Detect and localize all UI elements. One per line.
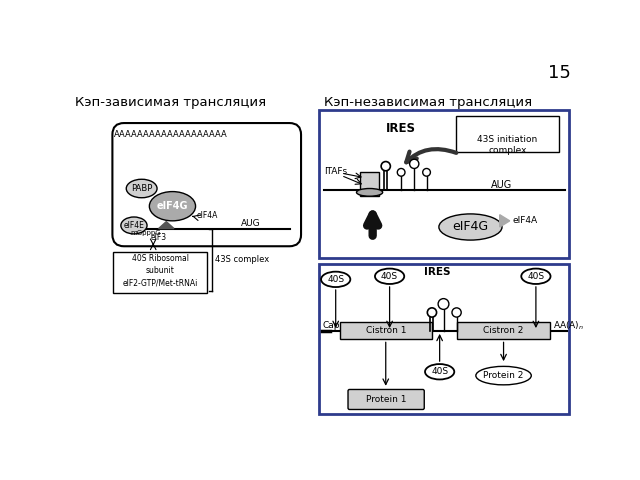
Text: Кэп-зависимая трансляция: Кэп-зависимая трансляция bbox=[75, 96, 266, 109]
Text: 40S: 40S bbox=[327, 275, 344, 284]
Text: AA(A)$_n$: AA(A)$_n$ bbox=[553, 319, 584, 332]
Ellipse shape bbox=[126, 179, 157, 198]
Bar bbox=[319, 264, 569, 414]
Circle shape bbox=[397, 168, 405, 176]
FancyBboxPatch shape bbox=[456, 116, 559, 152]
Text: Cistron 2: Cistron 2 bbox=[483, 326, 524, 336]
Text: 40S: 40S bbox=[381, 272, 398, 281]
Bar bbox=[458, 322, 550, 339]
Text: eIF4A: eIF4A bbox=[196, 211, 218, 220]
Text: 43S initiation
complex: 43S initiation complex bbox=[477, 134, 538, 156]
Text: eIF4A: eIF4A bbox=[513, 216, 538, 225]
Ellipse shape bbox=[439, 214, 502, 240]
Circle shape bbox=[381, 162, 390, 171]
FancyBboxPatch shape bbox=[113, 252, 207, 293]
Text: eIF4G: eIF4G bbox=[157, 201, 188, 211]
Circle shape bbox=[422, 168, 431, 176]
FancyBboxPatch shape bbox=[113, 123, 301, 246]
Text: AAAAAAAAAAAAAAAAAAA: AAAAAAAAAAAAAAAAAAA bbox=[114, 130, 228, 139]
Bar bbox=[340, 322, 432, 339]
Ellipse shape bbox=[521, 269, 550, 284]
Text: PABP: PABP bbox=[131, 184, 152, 193]
Text: Protein 1: Protein 1 bbox=[365, 395, 406, 404]
Ellipse shape bbox=[476, 366, 531, 385]
Text: eIF3: eIF3 bbox=[150, 233, 166, 242]
Text: AUG: AUG bbox=[491, 180, 512, 190]
Circle shape bbox=[410, 159, 419, 168]
Circle shape bbox=[452, 308, 461, 317]
Text: AUG: AUG bbox=[241, 219, 261, 228]
Circle shape bbox=[428, 308, 436, 317]
Text: 40S: 40S bbox=[527, 272, 545, 281]
Ellipse shape bbox=[121, 217, 147, 234]
Text: Protein 2: Protein 2 bbox=[483, 371, 524, 380]
Text: 43S complex: 43S complex bbox=[215, 255, 269, 264]
Text: Cistron 1: Cistron 1 bbox=[365, 326, 406, 336]
Text: ITAFs: ITAFs bbox=[324, 167, 348, 176]
Ellipse shape bbox=[149, 192, 196, 221]
Ellipse shape bbox=[425, 364, 454, 380]
Circle shape bbox=[438, 299, 449, 310]
Ellipse shape bbox=[321, 272, 350, 287]
Text: IRES: IRES bbox=[424, 267, 451, 276]
Ellipse shape bbox=[356, 189, 383, 196]
Ellipse shape bbox=[375, 269, 404, 284]
Bar bbox=[319, 110, 569, 258]
Text: Cap: Cap bbox=[323, 321, 340, 330]
Polygon shape bbox=[500, 215, 509, 227]
Text: eIF4E: eIF4E bbox=[124, 221, 145, 230]
Text: 40S Ribosomal
subunit
eIF2-GTP/Met-tRNAi: 40S Ribosomal subunit eIF2-GTP/Met-tRNAi bbox=[122, 254, 198, 288]
FancyBboxPatch shape bbox=[348, 389, 424, 409]
Bar bbox=[360, 171, 379, 196]
Text: 15: 15 bbox=[548, 64, 570, 82]
Text: Кэп-независимая трансляция: Кэп-независимая трансляция bbox=[324, 96, 532, 109]
Text: IRES: IRES bbox=[386, 122, 416, 135]
FancyArrowPatch shape bbox=[406, 149, 456, 162]
Polygon shape bbox=[159, 222, 174, 228]
Text: 40S: 40S bbox=[431, 367, 448, 376]
Text: eIF4G: eIF4G bbox=[452, 220, 488, 233]
Text: mGpppG: mGpppG bbox=[130, 230, 161, 236]
